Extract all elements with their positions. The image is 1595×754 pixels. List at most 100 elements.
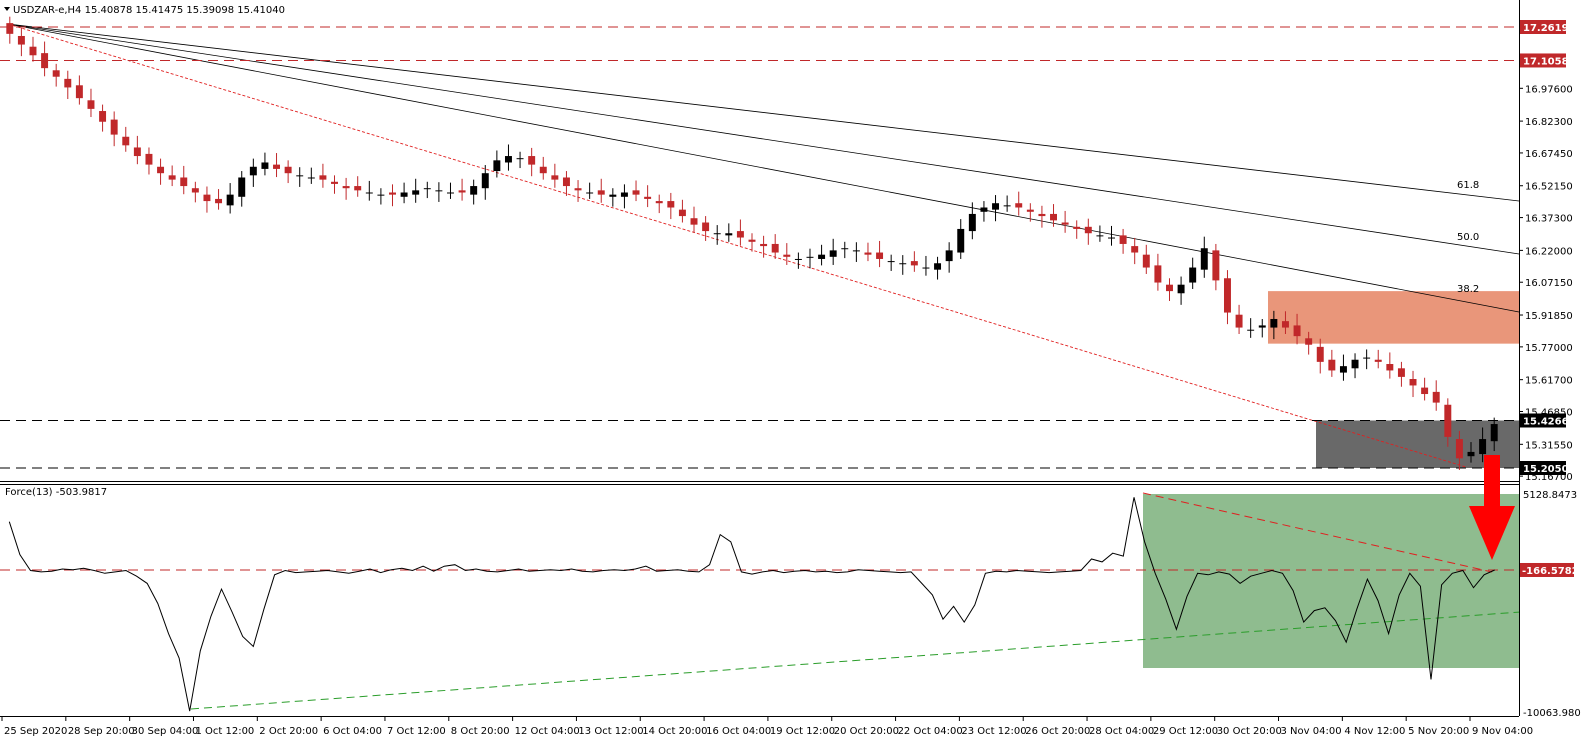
candle-body — [1316, 346, 1324, 362]
y-tick-label: 16.52150 — [1525, 182, 1573, 193]
candle-body — [1386, 364, 1394, 371]
candle-body — [284, 166, 292, 174]
candle-body — [52, 70, 60, 77]
force-zone — [1143, 494, 1519, 668]
candle-body — [1479, 439, 1487, 455]
indicator-header: Force(13) -503.9817 — [5, 487, 107, 498]
candle-body — [296, 175, 304, 177]
candle-body — [1131, 246, 1139, 253]
candle-body — [423, 188, 431, 190]
candle-body — [273, 164, 281, 169]
candle-body — [1050, 213, 1057, 221]
candle-body — [41, 53, 49, 69]
force-tick-label: 5128.8473 — [1523, 490, 1577, 501]
candle-body — [481, 173, 489, 189]
candle-body — [1363, 357, 1371, 359]
candle-body — [1293, 325, 1301, 337]
candle-body — [957, 228, 965, 253]
candle-body — [1351, 359, 1359, 369]
candle-body — [725, 233, 733, 236]
candle-body — [110, 119, 118, 135]
candle-body — [87, 100, 95, 109]
x-tick-label: 29 Oct 12:00 — [1153, 726, 1218, 737]
candle-body — [736, 231, 744, 238]
force-y-axis: 5128.8473 -166.5782 -10063.980 — [1520, 490, 1581, 719]
fib-label-0: 61.8 — [1457, 180, 1479, 191]
collapse-triangle-icon[interactable] — [4, 7, 10, 11]
candle-body — [191, 188, 199, 193]
candle-body — [1177, 284, 1185, 294]
candle-body — [1432, 391, 1440, 403]
y-tick-label: 16.07150 — [1525, 278, 1573, 289]
candle-body — [864, 252, 872, 255]
candle-body — [562, 177, 570, 187]
bearish-arrow-icon — [1469, 455, 1515, 560]
force-tag — [1520, 562, 1574, 577]
x-tick-label: 16 Oct 04:00 — [706, 726, 771, 737]
candle-body — [1154, 265, 1162, 283]
candle-body — [516, 158, 524, 160]
candle-body — [980, 207, 988, 212]
y-tick-label: 16.22000 — [1525, 246, 1573, 257]
candle-body — [1096, 235, 1104, 237]
candle-body — [1328, 359, 1336, 371]
candle-body — [586, 192, 594, 194]
candle-body — [1455, 439, 1463, 459]
candle-body — [1166, 284, 1173, 292]
y-tick-label: 15.77000 — [1525, 343, 1573, 354]
horizontal-levels — [0, 26, 1519, 469]
fib-fan-50-0 — [7, 23, 1520, 255]
candle-body — [122, 136, 130, 146]
candle-body — [551, 175, 559, 180]
candle-body — [157, 166, 165, 174]
candle-body — [29, 46, 37, 56]
force-tick-label: -10063.980 — [1523, 708, 1581, 719]
candle-body — [748, 239, 756, 242]
candle-body — [1108, 237, 1115, 239]
zones — [1143, 291, 1519, 668]
candle-body — [829, 250, 837, 257]
candle-body — [609, 194, 617, 197]
candle-body — [64, 78, 72, 88]
candle-body — [783, 254, 791, 257]
candle-body — [1038, 213, 1046, 217]
candle-body — [1339, 366, 1347, 373]
candle-body — [493, 160, 501, 172]
candle-body — [818, 254, 826, 259]
y-tick-label: 15.61700 — [1525, 376, 1573, 387]
candle-body — [1200, 248, 1208, 270]
candle-body — [1119, 235, 1127, 244]
candle-body — [1490, 424, 1498, 442]
candle-body — [447, 192, 454, 194]
y-tick-label: 16.97600 — [1525, 84, 1573, 95]
candle-body — [702, 222, 710, 232]
candle-body — [1281, 321, 1289, 328]
candle-body — [412, 190, 420, 195]
y-tick-label: 15.31550 — [1525, 440, 1573, 451]
y-tick-label: 15.91850 — [1525, 311, 1573, 322]
candle-body — [1142, 254, 1150, 268]
candle-body — [1061, 222, 1069, 225]
candle-body — [632, 190, 640, 195]
y-tick-label: 15.16700 — [1525, 472, 1573, 483]
x-tick-label: 1 Oct 12:00 — [195, 726, 254, 737]
symbol-header: USDZAR-e,H4 15.40878 15.41475 15.39098 1… — [13, 5, 285, 16]
candle-body — [1073, 226, 1081, 229]
force-tag-label: -166.5782 — [1522, 566, 1579, 577]
x-tick-label: 13 Oct 12:00 — [578, 726, 643, 737]
x-tick-label: 8 Oct 20:00 — [451, 726, 510, 737]
candle-body — [1189, 267, 1197, 283]
candle-body — [1015, 203, 1023, 208]
candle-body — [238, 177, 246, 197]
candle-body — [226, 194, 234, 206]
candle-body — [597, 190, 605, 195]
candle-body — [945, 250, 953, 262]
candle-body — [215, 198, 223, 204]
fib-fan-61-8 — [7, 23, 1520, 202]
price-candles — [6, 16, 1498, 470]
x-tick-label: 23 Oct 12:00 — [961, 726, 1026, 737]
candle-body — [1374, 359, 1382, 362]
price-tag — [1520, 20, 1566, 34]
